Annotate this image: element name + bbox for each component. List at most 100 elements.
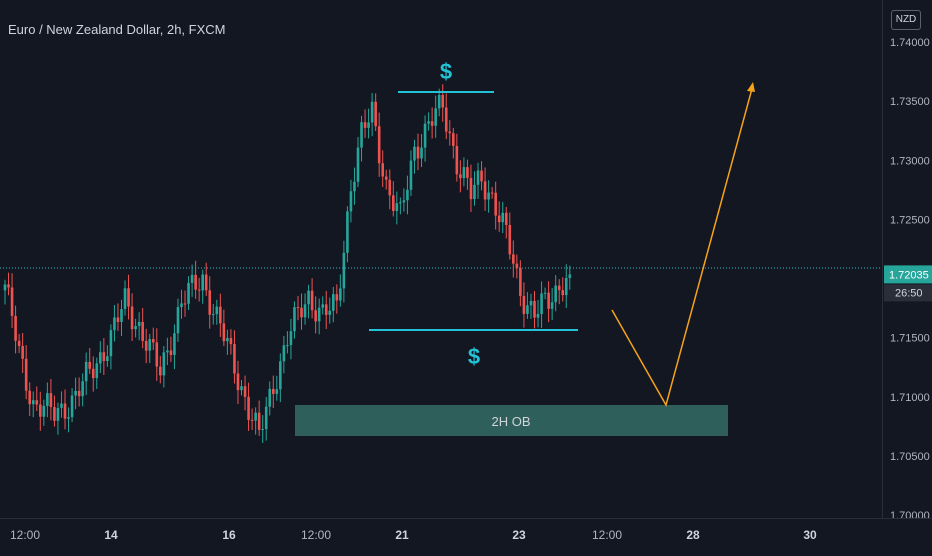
- candle-body: [522, 295, 526, 314]
- candle-body: [42, 405, 46, 417]
- candle-body: [296, 307, 300, 309]
- candle-body: [211, 314, 215, 316]
- candle-body: [159, 366, 162, 376]
- candle-body: [137, 321, 141, 327]
- candle-body: [536, 313, 540, 318]
- candle-body: [519, 268, 522, 296]
- candle-body: [176, 307, 180, 334]
- time-tick-label: 30: [803, 528, 817, 542]
- price-axis[interactable]: 1.700001.705001.710001.715001.720001.725…: [882, 0, 932, 522]
- candle-body: [197, 289, 201, 291]
- candle-body: [208, 290, 212, 315]
- candle-body: [141, 321, 144, 341]
- candle-body: [166, 350, 169, 353]
- candle-body: [540, 293, 543, 314]
- candle-body: [7, 284, 10, 288]
- candle-body: [462, 167, 466, 179]
- candle-body: [63, 403, 67, 419]
- time-axis[interactable]: 12:00 14 16 12:00 21 23 12:00 28 30: [0, 518, 932, 551]
- candle-body: [321, 304, 324, 308]
- candle-body: [173, 333, 176, 355]
- candle-body: [84, 361, 88, 382]
- candle-body: [275, 389, 279, 394]
- candle-body: [67, 417, 70, 419]
- candle-body: [501, 212, 505, 223]
- candle-body: [561, 290, 565, 296]
- candlestick-series: [3, 84, 572, 444]
- candle-body: [303, 304, 307, 318]
- candle-body: [300, 307, 303, 318]
- candle-body: [314, 310, 317, 322]
- candle-body: [490, 192, 494, 194]
- time-axis-svg: 12:00 14 16 12:00 21 23 12:00 28 30: [10, 528, 817, 542]
- candle-body: [56, 407, 60, 421]
- price-tick-label: 1.70500: [890, 451, 930, 463]
- candle-body: [480, 170, 483, 182]
- candle-body: [399, 202, 402, 204]
- candle-body: [95, 363, 99, 379]
- candle-body: [130, 306, 134, 330]
- time-tick-label: 23: [512, 528, 526, 542]
- time-tick-label: 14: [104, 528, 118, 542]
- candle-body: [381, 163, 385, 177]
- candle-body: [317, 307, 321, 322]
- candle-body: [74, 390, 77, 396]
- candle-body: [568, 274, 572, 278]
- candle-body: [374, 101, 377, 127]
- candle-body: [271, 388, 275, 394]
- candle-body: [469, 177, 473, 200]
- candle-body: [240, 386, 243, 391]
- candle-body: [324, 304, 328, 315]
- candle-body: [31, 400, 35, 405]
- time-tick-label: 12:00: [301, 528, 331, 542]
- candle-body: [416, 146, 420, 159]
- candle-body: [144, 340, 148, 351]
- candle-body: [459, 174, 462, 179]
- price-axis-svg: 1.700001.705001.710001.715001.720001.725…: [884, 37, 932, 522]
- currency-badge[interactable]: NZD: [891, 10, 921, 30]
- candle-body: [162, 352, 166, 376]
- candle-body: [127, 288, 130, 307]
- candle-body: [257, 412, 261, 430]
- price-tick-label: 1.73000: [890, 155, 930, 167]
- candle-body: [543, 292, 547, 294]
- candle-body: [236, 373, 240, 391]
- candle-body: [215, 306, 219, 315]
- candle-body: [264, 406, 268, 430]
- candle-body: [494, 192, 497, 216]
- candle-body: [14, 315, 17, 341]
- candle-body: [279, 361, 282, 390]
- time-tick-label: 12:00: [592, 528, 622, 542]
- candle-body: [349, 191, 353, 212]
- candle-body: [219, 306, 222, 324]
- candle-body: [473, 184, 476, 200]
- ob-zone-label: 2H OB: [491, 414, 530, 429]
- candle-body: [512, 254, 515, 264]
- projection-arrowhead: [747, 82, 755, 92]
- price-tick-label: 1.72500: [890, 214, 930, 226]
- candle-body: [392, 195, 395, 212]
- top-liquidity-label: $: [440, 59, 452, 84]
- candle-body: [204, 274, 208, 291]
- candle-body: [547, 292, 550, 309]
- candle-body: [102, 352, 106, 361]
- time-tick-label: 12:00: [10, 528, 40, 542]
- candle-body: [307, 290, 310, 305]
- projection-path[interactable]: [611, 84, 754, 407]
- candle-body: [526, 305, 529, 314]
- countdown-badge: [884, 284, 932, 302]
- candle-body: [106, 356, 109, 361]
- candle-body: [60, 403, 63, 408]
- candle-body: [99, 352, 102, 364]
- candle-body: [360, 122, 363, 148]
- candle-body: [367, 122, 370, 128]
- candle-body: [434, 108, 437, 126]
- candle-body: [268, 388, 272, 407]
- candle-body: [420, 147, 423, 159]
- candle-body: [444, 107, 448, 132]
- candle-body: [406, 189, 409, 201]
- candle-body: [339, 288, 342, 301]
- ob-zone[interactable]: [295, 405, 728, 436]
